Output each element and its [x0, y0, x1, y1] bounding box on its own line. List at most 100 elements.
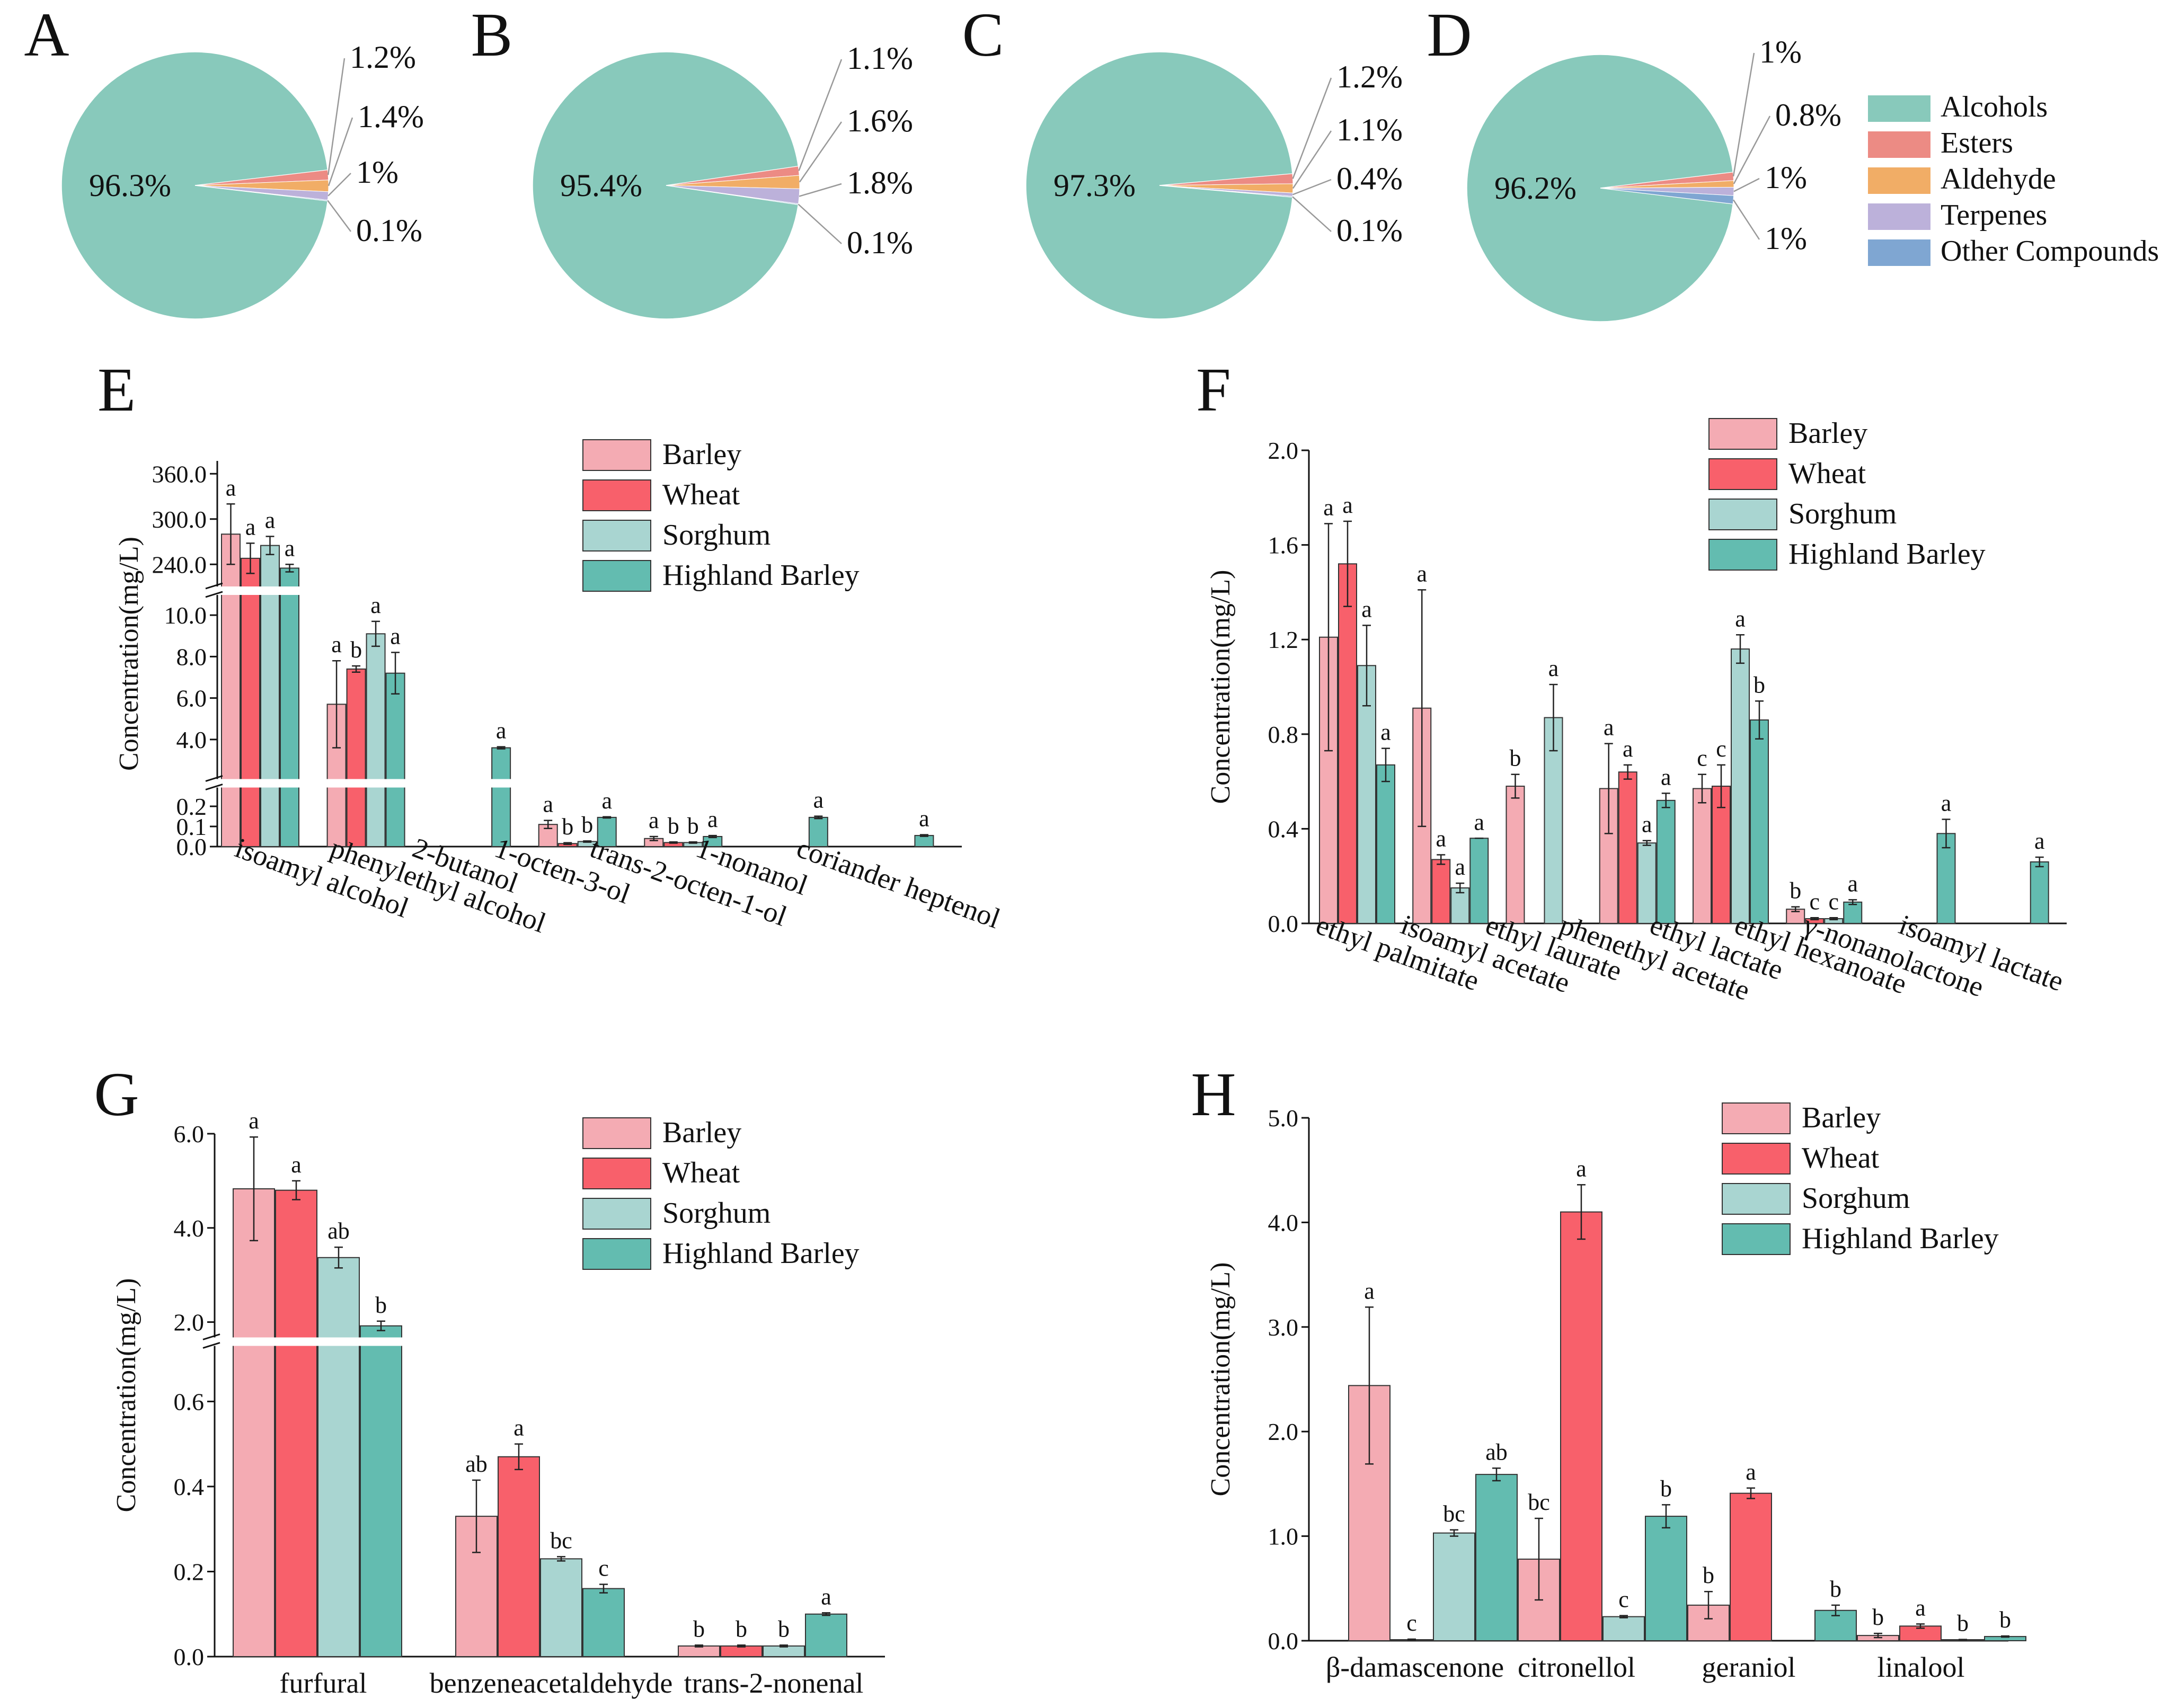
pie-label-other-compounds: 0.1% — [356, 213, 422, 248]
y-tick-label: 0.4 — [174, 1473, 205, 1500]
legend-label-highland-barley: Highland Barley — [1802, 1222, 1999, 1255]
y-tick-label: 6.0 — [174, 1120, 205, 1147]
bar-barley-ethyl-laurate — [1505, 786, 1525, 924]
y-tick-label: 1.0 — [1268, 1523, 1299, 1550]
significance-letter: a — [496, 718, 507, 744]
pie-label-aldehyde: 0.8% — [1775, 97, 1841, 132]
y-tick-label: 3.0 — [1268, 1314, 1299, 1341]
legend-swatch-wheat — [582, 479, 651, 511]
bar-highland-barley-isoamyl-acetate — [1469, 838, 1489, 924]
legend-label-wheat: Wheat — [662, 478, 740, 511]
y-tick-label: 0.1 — [176, 813, 207, 840]
significance-letter: c — [1809, 888, 1820, 914]
legend-label-highland-barley: Highland Barley — [1788, 538, 1986, 571]
y-tick-label: 2.0 — [1268, 1418, 1299, 1445]
significance-letter: c — [1406, 1610, 1417, 1636]
bar-highland-barley-2-butanol — [491, 747, 511, 848]
legend-swatch-sorghum — [582, 1198, 651, 1230]
significance-letter: a — [1436, 826, 1446, 852]
pie-label-terpenes: 1.8% — [847, 165, 913, 200]
significance-letter: a — [707, 806, 718, 832]
y-tick-label: 0.0 — [1268, 1627, 1299, 1654]
pie-panel-c: C 97.3% 1.2% 1.1% 0.4% 0.1% — [962, 0, 1403, 319]
significance-letter: a — [1661, 764, 1671, 790]
axis-break-mark — [205, 582, 223, 590]
significance-letter: b — [668, 813, 679, 839]
y-axis-label: Concentration(mg/L) — [1206, 570, 1236, 804]
pie-label-alcohols: 97.3% — [1053, 168, 1136, 203]
bar-wheat-phenethyl-acetate — [1618, 771, 1637, 924]
x-tick-label: furfural — [280, 1667, 367, 1699]
pie-label-terpenes: 0.4% — [1336, 161, 1403, 196]
panel-label: E — [98, 355, 136, 424]
bar-sorghum-phenylethyl-alcohol — [366, 633, 386, 848]
significance-letter: a — [919, 806, 929, 832]
bar-sorghum-ethyl-palmitate — [1357, 665, 1376, 924]
bar-wheat-ethyl-lactate — [1712, 786, 1731, 924]
axis-break — [204, 779, 614, 788]
bar-sorghum-ethyl-laurate — [1544, 717, 1563, 924]
y-tick-label: 0.4 — [1268, 815, 1299, 842]
legend-swatch-barley — [582, 439, 651, 471]
bar-sorghum-benzeneacetaldehyde — [540, 1558, 582, 1658]
significance-letter: a — [390, 624, 401, 650]
pie-label-other-compounds: 1% — [1765, 221, 1807, 256]
legend-swatch-barley — [1708, 418, 1777, 450]
pie-label-esters: 1.1% — [847, 41, 913, 76]
pie-label-alcohols: 95.4% — [560, 168, 642, 203]
bar-wheat-isoamyl-alcohol — [241, 557, 260, 847]
legend-label-sorghum: Sorghum — [662, 1197, 770, 1230]
significance-letter: c — [1828, 888, 1839, 914]
leader-line — [327, 200, 352, 232]
legend-label-barley: Barley — [1802, 1101, 1881, 1134]
legend-swatch-highland-barley — [582, 1238, 651, 1270]
bar-highland-barley-trans-2-nonenal — [805, 1613, 847, 1658]
significance-letter: a — [1915, 1595, 1926, 1621]
y-tick-label: 0.2 — [174, 1558, 205, 1585]
significance-letter: bc — [550, 1527, 572, 1553]
significance-letter: b — [687, 813, 699, 839]
significance-letter: a — [226, 475, 236, 501]
y-tick-label: 0.0 — [174, 1643, 205, 1670]
significance-letter: a — [1342, 492, 1353, 518]
legend-swatch-sorghum — [1722, 1183, 1791, 1215]
pie-label-alcohols: 96.3% — [89, 168, 171, 203]
legend-swatch-wheat — [1708, 458, 1777, 490]
significance-letter: a — [1323, 494, 1334, 520]
pie-label-terpenes: 1% — [356, 155, 398, 190]
y-tick-label: 1.6 — [1268, 532, 1299, 559]
y-tick-label: 240.0 — [152, 551, 207, 578]
significance-letter: b — [1510, 745, 1521, 771]
bar-legend: Barley Wheat Sorghum Highland Barley — [1722, 1101, 1999, 1255]
x-tick-label: geraniol — [1702, 1651, 1796, 1683]
legend-label-sorghum: Sorghum — [662, 519, 770, 551]
y-tick-label: 5.0 — [1268, 1105, 1299, 1132]
leader-line — [1292, 130, 1332, 189]
axis-break-mark — [202, 1333, 220, 1340]
significance-letter: b — [1999, 1607, 2011, 1633]
significance-letter: b — [375, 1292, 387, 1318]
significance-letter: a — [245, 514, 256, 540]
significance-letter: a — [821, 1584, 831, 1609]
leader-line — [327, 117, 353, 186]
bar-wheat-furfural — [275, 1189, 317, 1658]
panel-label: G — [94, 1060, 139, 1129]
bar-legend: Barley Wheat Sorghum Highland Barley — [582, 1116, 860, 1270]
pie-label-alcohols: 96.2% — [1494, 171, 1577, 206]
significance-letter: b — [1753, 672, 1765, 698]
y-tick-label: 4.0 — [176, 726, 207, 753]
significance-letter: a — [285, 535, 295, 561]
leader-line — [1732, 199, 1760, 240]
panel-label: F — [1196, 355, 1231, 424]
bar-highland-barley-phenethyl-acetate — [1656, 799, 1676, 924]
significance-letter: c — [1618, 1587, 1629, 1613]
significance-letter: b — [778, 1616, 790, 1642]
bar-wheat-phenylethyl-alcohol — [346, 668, 366, 847]
significance-letter: b — [562, 814, 573, 840]
y-axis-label: Concentration(mg/L) — [114, 537, 144, 771]
leader-line — [1733, 177, 1760, 192]
legend-label-wheat: Wheat — [662, 1157, 740, 1189]
y-tick-label: 0.2 — [176, 793, 207, 820]
pie-label-other-compounds: 0.1% — [1336, 213, 1403, 248]
significance-letter: b — [693, 1616, 705, 1642]
